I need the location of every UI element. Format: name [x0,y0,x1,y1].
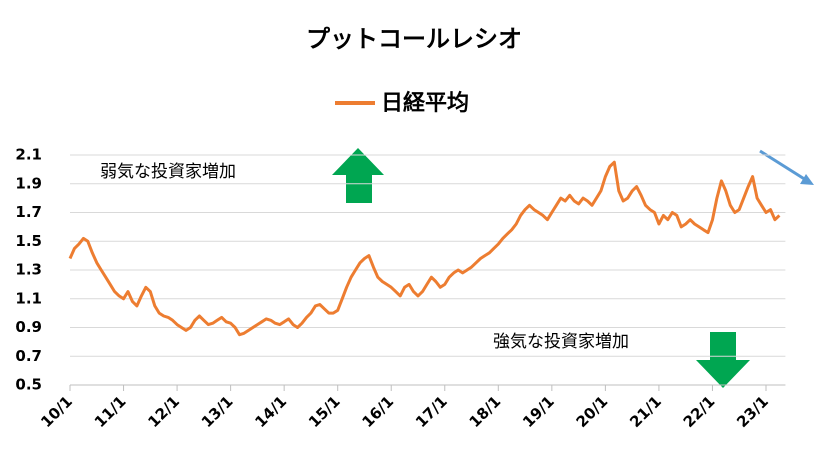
trend-arrow-head [800,174,814,185]
chart-title: プットコールレシオ [306,25,522,53]
up-arrow [332,148,384,203]
y-tick-label: 0.5 [15,376,42,394]
x-tick-label: 12/1 [144,392,183,431]
x-tick-label: 18/1 [466,392,505,431]
x-tick-label: 11/1 [91,392,130,431]
y-tick-label: 1.1 [15,289,42,307]
trend-arrow [759,149,807,182]
y-tick-label: 0.7 [15,347,42,365]
x-tick-label: 22/1 [680,392,719,431]
legend-label: 日経平均 [381,90,469,116]
data-line [68,160,781,337]
y-tick-label: 1.5 [15,232,42,250]
down-arrow [696,332,750,388]
x-tick-label: 23/1 [733,392,772,431]
annotation: 弱気な投資家増加 [100,162,236,182]
y-tick-label: 0.9 [15,318,42,336]
x-tick-label: 10/1 [37,392,76,431]
x-tick-label: 16/1 [358,392,397,431]
x-tick-label: 13/1 [198,392,237,431]
x-tick-label: 15/1 [305,392,344,431]
y-tick-label: 2.1 [15,146,42,164]
x-tick-label: 19/1 [519,392,558,431]
y-tick-label: 1.3 [15,261,42,279]
x-tick-label: 21/1 [626,392,665,431]
y-tick-label: 1.7 [15,203,42,221]
y-tick-label: 1.9 [15,174,42,192]
x-tick-label: 17/1 [412,392,451,431]
annotation: 強気な投資家増加 [493,332,629,352]
x-tick-label: 14/1 [251,392,290,431]
x-tick-label: 20/1 [573,392,612,431]
